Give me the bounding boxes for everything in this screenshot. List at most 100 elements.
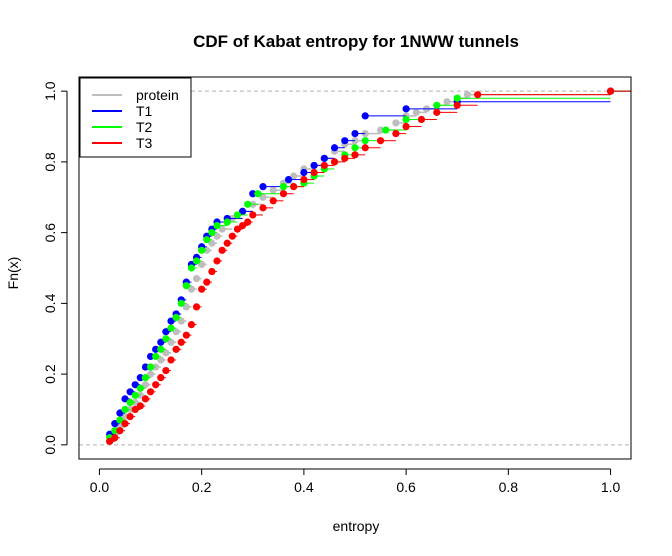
data-point: [198, 285, 206, 293]
data-point: [187, 264, 196, 272]
data-point: [152, 352, 160, 361]
data-point: [244, 218, 252, 226]
data-point: [146, 388, 155, 396]
data-point: [121, 395, 129, 403]
data-point: [341, 137, 349, 145]
data-point: [187, 320, 196, 329]
y-tick-label: 0.6: [42, 223, 58, 243]
data-point: [152, 381, 160, 389]
data-point: [203, 236, 211, 244]
data-point: [177, 338, 185, 346]
data-point: [290, 183, 298, 191]
data-point: [330, 144, 339, 152]
y-tick-label: 0.4: [42, 293, 58, 313]
data-point: [116, 427, 124, 435]
data-point: [177, 317, 185, 325]
legend-label-protein: protein: [136, 87, 179, 103]
data-point: [249, 211, 257, 219]
legend-label-T3: T3: [136, 135, 153, 151]
data-point: [376, 126, 385, 134]
data-point: [290, 172, 298, 180]
data-point: [162, 335, 170, 343]
y-tick-label: 0.8: [42, 152, 58, 172]
data-point: [182, 282, 190, 290]
data-point: [131, 381, 139, 389]
data-point: [351, 144, 359, 152]
y-tick-label: 0.2: [42, 364, 58, 384]
data-point: [182, 303, 190, 311]
data-point: [126, 412, 134, 421]
data-point: [259, 193, 267, 201]
data-point: [167, 338, 175, 346]
data-point: [213, 257, 221, 265]
data-point: [320, 161, 328, 170]
data-point: [238, 221, 247, 230]
data-point: [111, 434, 119, 442]
data-point: [167, 324, 175, 332]
data-point: [453, 101, 461, 109]
data-point: [279, 190, 288, 198]
data-point: [361, 137, 369, 145]
data-point: [187, 285, 196, 293]
data-point: [361, 144, 369, 152]
chart-title: CDF of Kabat entropy for 1NWW tunnels: [193, 32, 519, 51]
data-point: [172, 328, 180, 336]
data-point: [131, 405, 139, 414]
data-point: [182, 331, 190, 339]
data-point: [392, 119, 400, 127]
data-point: [443, 98, 451, 106]
data-point: [111, 427, 119, 435]
data-point: [111, 420, 119, 428]
data-point: [269, 197, 277, 205]
data-point: [233, 225, 242, 233]
x-tick-label: 1.0: [601, 479, 621, 495]
data-point: [157, 338, 165, 346]
data-point: [162, 349, 170, 357]
data-point: [361, 112, 369, 120]
data-point: [259, 183, 267, 191]
data-point: [300, 168, 308, 177]
data-point: [269, 186, 277, 194]
data-point: [284, 175, 293, 184]
y-tick-label: 0.0: [42, 435, 58, 455]
data-point: [208, 229, 216, 237]
data-point: [412, 108, 420, 116]
y-axis-title: Fn(x): [5, 257, 21, 290]
data-point: [157, 345, 165, 353]
data-point: [167, 317, 175, 325]
data-point: [330, 158, 339, 166]
data-point: [167, 356, 175, 364]
data-point: [218, 225, 226, 233]
data-point: [417, 115, 426, 124]
data-point: [254, 190, 262, 198]
data-point: [131, 391, 139, 399]
data-point: [213, 221, 221, 230]
data-point: [121, 405, 129, 414]
data-point: [244, 200, 252, 208]
series-layer: [106, 87, 631, 445]
data-point: [351, 151, 359, 159]
axes: 0.0 0.2 0.4 0.6 0.8 1.0 0.0 0.2 0.4 0.6 0.8 1.0: [42, 81, 620, 495]
data-point: [259, 204, 267, 212]
legend-label-T2: T2: [136, 119, 153, 135]
data-point: [121, 420, 129, 428]
data-point: [238, 207, 247, 216]
data-point: [463, 91, 472, 99]
data-point: [141, 374, 150, 382]
x-tick-label: 0.0: [90, 479, 110, 495]
data-point: [136, 384, 144, 392]
data-point: [433, 108, 441, 116]
data-point: [402, 115, 410, 124]
data-point: [213, 232, 221, 240]
data-point: [136, 402, 144, 410]
data-point: [162, 366, 170, 375]
data-point: [218, 246, 226, 254]
data-point: [203, 278, 211, 286]
x-tick-label: 0.4: [294, 479, 314, 495]
data-point: [223, 239, 231, 247]
x-axis-title: entropy: [333, 518, 380, 534]
data-point: [177, 299, 185, 307]
data-point: [376, 137, 385, 145]
